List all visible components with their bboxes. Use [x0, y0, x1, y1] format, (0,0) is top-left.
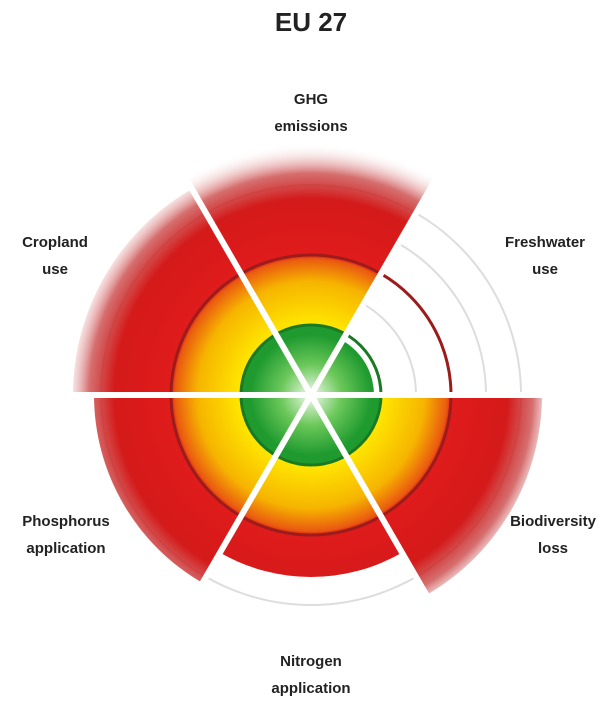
sector-label: Biodiversity: [510, 513, 597, 530]
sector-label: application: [26, 540, 105, 557]
sector-label: use: [532, 261, 558, 278]
sector: [94, 395, 311, 583]
separator: [158, 133, 314, 397]
sector: [185, 142, 437, 395]
sector-label: GHG: [294, 91, 328, 108]
separator: [308, 393, 464, 657]
sector-label: emissions: [274, 118, 347, 135]
sector-label: Nitrogen: [280, 653, 342, 670]
sector: [73, 188, 311, 395]
chart-title: EU 27: [275, 7, 347, 37]
sector: [311, 340, 374, 395]
sector-label: Freshwater: [505, 234, 585, 251]
sector-label: Phosphorus: [22, 513, 110, 530]
separator: [308, 133, 464, 397]
separator: [158, 393, 314, 657]
sector-label: Cropland: [22, 234, 88, 251]
sector-label: use: [42, 261, 68, 278]
sector: [220, 395, 402, 577]
sector: [311, 395, 542, 596]
sector-label: application: [271, 680, 350, 697]
sector-label: loss: [538, 540, 568, 557]
